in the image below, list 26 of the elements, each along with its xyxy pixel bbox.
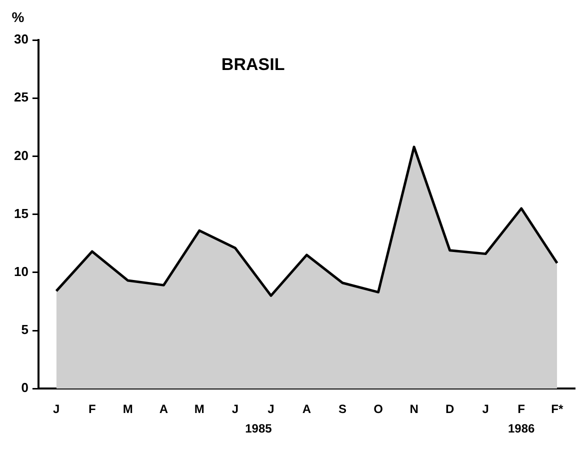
y-tick-label: 20 bbox=[14, 148, 28, 163]
text: 1986 bbox=[508, 422, 536, 436]
x-tick-label: M bbox=[194, 402, 204, 416]
x-tick-label: J bbox=[232, 402, 239, 416]
x-tick-label: D bbox=[445, 402, 454, 416]
x-tick-label: A bbox=[159, 402, 168, 416]
x-tick-label: M bbox=[122, 402, 133, 416]
x-tick-label: F bbox=[88, 402, 96, 416]
x-tick-label: F bbox=[518, 402, 526, 416]
x-tick-label: N bbox=[410, 402, 418, 416]
x-tick-label: J bbox=[53, 402, 60, 416]
y-tick-label: 10 bbox=[14, 264, 28, 279]
y-tick-label: 5 bbox=[21, 322, 28, 338]
x-tick-label: A bbox=[302, 402, 312, 416]
x-tick-label: J bbox=[482, 402, 489, 416]
text: BRASIL bbox=[221, 55, 285, 74]
y-tick-label: 15 bbox=[14, 206, 28, 221]
y-tick-label: 0 bbox=[21, 380, 28, 396]
x-tick-label: J bbox=[268, 402, 274, 416]
x-tick-label: F* bbox=[551, 402, 564, 416]
y-axis-title: % bbox=[12, 9, 25, 25]
y-tick-label: 30 bbox=[14, 32, 28, 47]
y-tick-label: 25 bbox=[14, 90, 28, 105]
x-tick-label: S bbox=[338, 402, 347, 416]
x-tick-label: O bbox=[374, 402, 383, 416]
text: 1985 bbox=[245, 422, 272, 436]
